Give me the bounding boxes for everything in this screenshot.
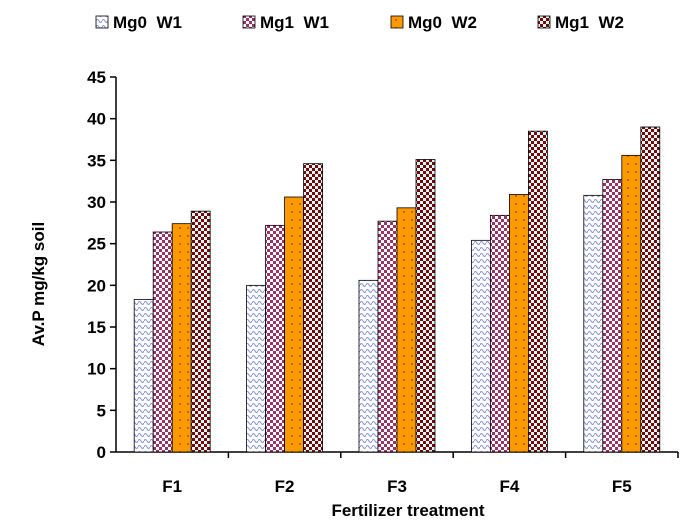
x-tick-label: F2 [275,477,295,496]
bar-f1-series-3 [171,223,192,453]
bar-f5-series-4 [640,126,661,453]
y-axis-title: Av.P mg/kg soil [29,222,48,346]
bar-f1-series-1 [133,299,154,453]
x-tick-label: F4 [499,477,519,496]
bar-f2-series-3 [284,196,305,453]
bar-f5-series-2 [602,179,623,453]
bar-f3-series-3 [396,207,417,453]
y-tick-label: 20 [87,276,106,295]
bar-f1-series-4 [190,210,211,453]
y-tick-label: 45 [87,68,106,87]
legend-swatch-2 [242,15,256,29]
legend-label-4: Mg1 W2 [555,13,624,32]
y-tick-label: 0 [97,443,106,462]
y-tick-label: 40 [87,110,106,129]
bar-f2-series-2 [265,224,286,453]
bar-f3-series-2 [377,220,398,453]
bar-f5-series-3 [621,154,642,453]
bar-f4-series-2 [489,214,510,453]
y-tick-label: 35 [87,151,106,170]
legend-label-1: Mg0 W1 [113,13,182,32]
y-tick-label: 5 [97,401,106,420]
bar-f1-series-2 [152,231,173,453]
legend-swatch-4 [537,15,551,29]
y-tick-label: 10 [87,360,106,379]
bar-f4-series-3 [508,194,529,453]
bar-f4-series-1 [470,239,491,453]
bar-f2-series-1 [246,284,267,453]
bar-f2-series-4 [303,163,324,453]
legend-swatch-1 [95,15,109,29]
y-tick-label: 25 [87,235,106,254]
x-tick-label: F1 [162,477,182,496]
x-tick-label: F3 [387,477,407,496]
y-tick-label: 15 [87,318,106,337]
bar-f4-series-4 [528,130,548,453]
x-tick-label: F5 [612,477,632,496]
legend-label-2: Mg1 W1 [260,13,329,32]
bar-f5-series-1 [583,194,604,453]
bar-f3-series-4 [415,159,436,453]
legend: Mg0 W1 Mg1 W1 Mg0 W2 Mg1 W2 [95,13,624,32]
x-axis-title: Fertilizer treatment [331,501,484,520]
y-tick-label: 30 [87,193,106,212]
plot-area: 0 5 10 15 20 25 30 35 40 45 F1 F2 F3 F4 F5 [87,68,679,496]
legend-swatch-3 [390,15,404,29]
bar-f3-series-1 [358,279,379,453]
legend-label-3: Mg0 W2 [408,13,477,32]
